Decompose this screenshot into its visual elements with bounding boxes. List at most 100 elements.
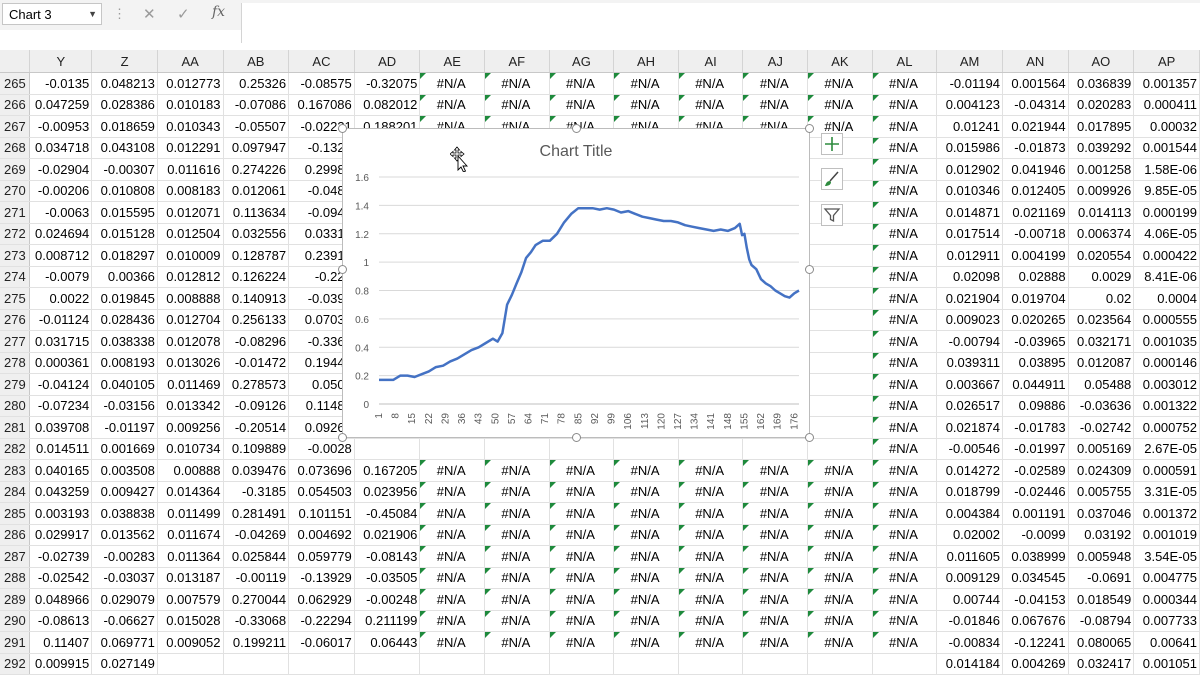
cell[interactable]: 0.048966 [29,588,93,611]
cell[interactable]: -0.00119 [223,567,290,589]
cell[interactable]: 0.008193 [91,352,158,374]
cell[interactable]: -0.08575 [288,72,355,95]
cell[interactable]: 0.274226 [223,158,290,181]
column-header-ae[interactable]: AE [419,50,486,73]
cell[interactable]: 0.256133 [223,309,290,331]
cell[interactable]: 0.012405 [1002,180,1069,202]
column-header-ak[interactable]: AK [807,50,873,73]
cell[interactable]: 0.054503 [288,481,355,503]
cell[interactable]: #N/A [807,481,873,503]
cell[interactable] [419,438,486,460]
cell[interactable]: 0.06443 [354,631,421,654]
cell[interactable]: -0.01197 [91,416,158,439]
cell[interactable]: #N/A [613,567,679,589]
column-header-al[interactable]: AL [872,50,938,73]
cell[interactable]: #N/A [872,545,938,568]
cell[interactable]: 0.010343 [157,115,224,138]
cell[interactable]: 0.023564 [1068,309,1135,331]
cell[interactable]: 0.009427 [91,481,158,503]
cell[interactable]: -0.00834 [936,631,1003,654]
cell[interactable]: #N/A [872,137,938,159]
cell[interactable]: #N/A [549,524,615,546]
cell[interactable]: 0.000199 [1133,201,1200,224]
cell[interactable]: #N/A [613,631,679,654]
cell[interactable]: 0.010346 [936,180,1003,202]
cell[interactable]: 0.140913 [223,287,290,310]
cell[interactable]: 0.019704 [1002,287,1069,310]
cell[interactable]: #N/A [872,244,938,267]
cell[interactable]: 0.029079 [91,588,158,611]
cell[interactable]: #N/A [742,631,809,654]
cell[interactable] [807,352,873,374]
cell[interactable]: 3.54E-05 [1133,545,1200,568]
cell[interactable]: 0.015028 [157,610,224,632]
cell[interactable]: -0.04124 [29,373,93,396]
cell[interactable]: #N/A [419,524,486,546]
cell[interactable]: 0.001051 [1133,653,1200,675]
cell[interactable]: #N/A [872,631,938,654]
cell[interactable]: #N/A [484,588,550,611]
resize-handle-bottom-right[interactable] [805,433,814,442]
cell[interactable]: 0.043259 [29,481,93,503]
cell[interactable]: 0.014511 [29,438,93,460]
row-header[interactable]: 268 [0,137,31,159]
cell[interactable] [807,223,873,245]
cell[interactable]: 0.001564 [1002,72,1069,95]
cell[interactable]: 0.023956 [354,481,421,503]
cell[interactable] [678,653,744,675]
cell[interactable]: -0.08613 [29,610,93,632]
cell[interactable]: #N/A [419,72,486,95]
row-header[interactable]: 270 [0,180,31,202]
cell[interactable]: #N/A [872,94,938,116]
cell[interactable]: -0.07234 [29,395,93,417]
cell[interactable] [223,653,290,675]
cell[interactable]: 0.010808 [91,180,158,202]
row-header[interactable]: 273 [0,244,31,267]
chart-elements-button[interactable] [821,133,843,155]
cell[interactable]: 0.073696 [288,459,355,482]
cell[interactable]: -0.00206 [29,180,93,202]
cell[interactable]: -0.09126 [223,395,290,417]
cell[interactable]: 0.02888 [1002,266,1069,288]
cell[interactable]: 0.008712 [29,244,93,267]
row-header[interactable]: 275 [0,287,31,310]
cell[interactable] [807,244,873,267]
cell[interactable]: 0.001019 [1133,524,1200,546]
cell[interactable]: #N/A [872,524,938,546]
cell[interactable]: #N/A [419,588,486,611]
cell[interactable]: -0.01873 [1002,137,1069,159]
cell[interactable] [288,653,355,675]
cell[interactable]: -0.0135 [29,72,93,95]
cell[interactable]: 0.003667 [936,373,1003,396]
cell[interactable] [872,653,938,675]
cell[interactable]: 0.012902 [936,158,1003,181]
cell[interactable]: 0.013187 [157,567,224,589]
cell[interactable]: 0.020265 [1002,309,1069,331]
cell[interactable]: 0.020554 [1068,244,1135,267]
row-header[interactable]: 279 [0,373,31,396]
cell[interactable]: 0.012291 [157,137,224,159]
row-header[interactable]: 276 [0,309,31,331]
cell[interactable]: -0.0099 [1002,524,1069,546]
cell[interactable]: -0.0079 [29,266,93,288]
cell[interactable]: -0.0947 [288,201,355,224]
cell[interactable]: 0.0504 [288,373,355,396]
cell[interactable]: #N/A [419,567,486,589]
cell[interactable]: 0.00366 [91,266,158,288]
cell[interactable]: #N/A [872,72,938,95]
cell[interactable]: #N/A [807,588,873,611]
cell[interactable]: 0.032556 [223,223,290,245]
cell[interactable]: 8.41E-06 [1133,266,1200,288]
cell[interactable]: #N/A [549,610,615,632]
cell[interactable]: 0.0004 [1133,287,1200,310]
cell[interactable]: 0.211199 [354,610,421,632]
cell[interactable]: #N/A [484,545,550,568]
row-header[interactable]: 289 [0,588,31,611]
cell[interactable]: #N/A [613,610,679,632]
cell[interactable]: #N/A [678,481,744,503]
cell[interactable]: #N/A [872,223,938,245]
cell[interactable]: 0.001372 [1133,502,1200,525]
cell[interactable]: 0.029917 [29,524,93,546]
cell[interactable]: #N/A [484,72,550,95]
cell[interactable]: -0.0691 [1068,567,1135,589]
